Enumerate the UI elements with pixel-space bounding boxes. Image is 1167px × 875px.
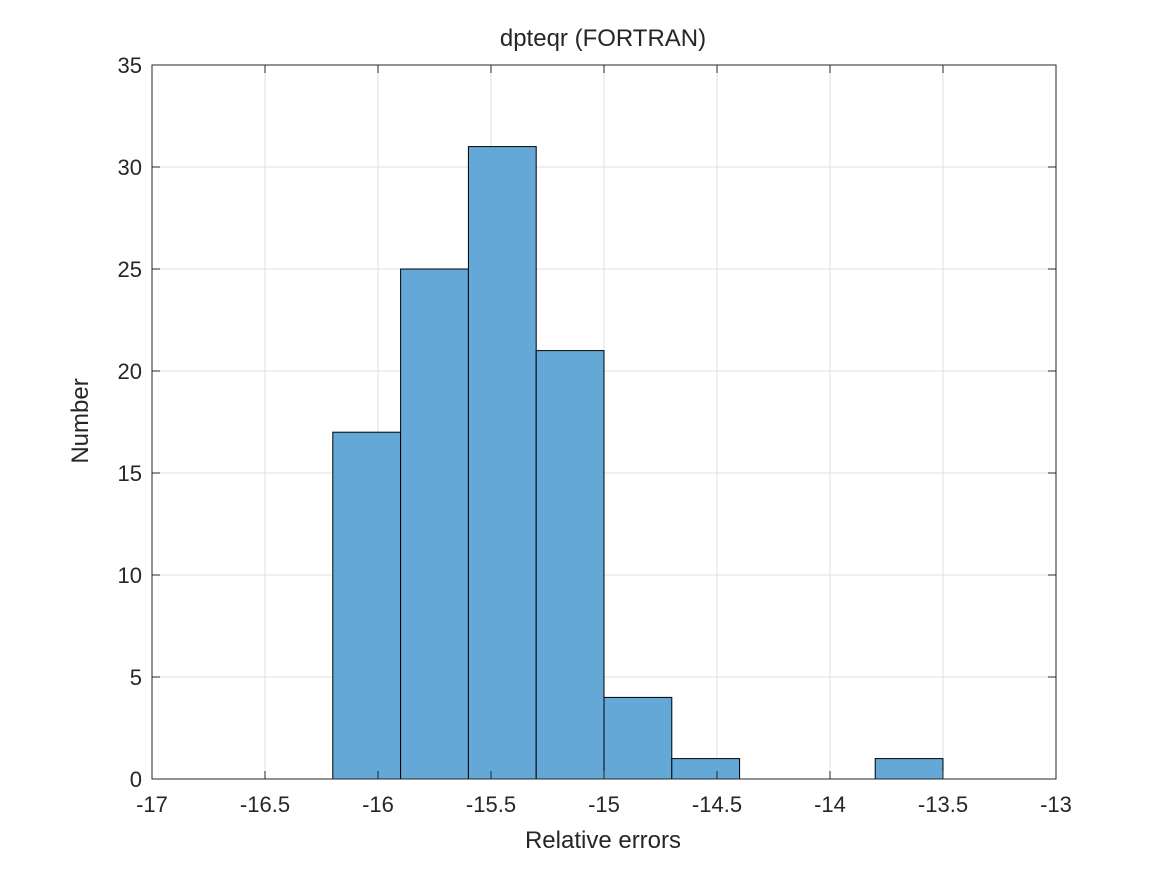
histogram-bar [467, 146, 537, 780]
x-tick-label: -15 [588, 792, 620, 817]
histogram-bar [535, 350, 605, 780]
x-tick-label: -16.5 [240, 792, 290, 817]
y-tick-label: 35 [118, 53, 142, 78]
histogram-bar [400, 268, 469, 780]
y-tick-label: 10 [118, 563, 142, 588]
x-tick-label: -16 [362, 792, 394, 817]
histogram-bar [603, 696, 673, 780]
x-tick-label: -13.5 [918, 792, 968, 817]
y-tick-label: 15 [118, 461, 142, 486]
histogram-bar [332, 431, 402, 780]
y-axis-title: Number [67, 378, 94, 463]
y-tick-label: 5 [130, 665, 142, 690]
x-tick-label: -17 [136, 792, 168, 817]
x-tick-label: -14 [814, 792, 846, 817]
x-tick-label: -14.5 [692, 792, 742, 817]
x-axis-title: Relative errors [525, 827, 681, 854]
x-tick-labels: -17 -16.5 -16 -15.5 -15 -14.5 -14 -13.5 -13 [136, 792, 1072, 817]
x-tick-label: -13 [1040, 792, 1072, 817]
x-tick-label: -15.5 [466, 792, 516, 817]
histogram-bar [874, 758, 944, 780]
histogram-bar [671, 758, 741, 780]
chart-title: dpteqr (FORTRAN) [500, 25, 706, 52]
bars [332, 146, 944, 780]
y-tick-labels: 0 5 10 15 20 25 30 35 [118, 53, 142, 792]
y-tick-label: 20 [118, 359, 142, 384]
y-tick-label: 0 [130, 767, 142, 792]
y-tick-label: 25 [118, 257, 142, 282]
tick-marks [151, 64, 1057, 780]
y-tick-label: 30 [118, 155, 142, 180]
